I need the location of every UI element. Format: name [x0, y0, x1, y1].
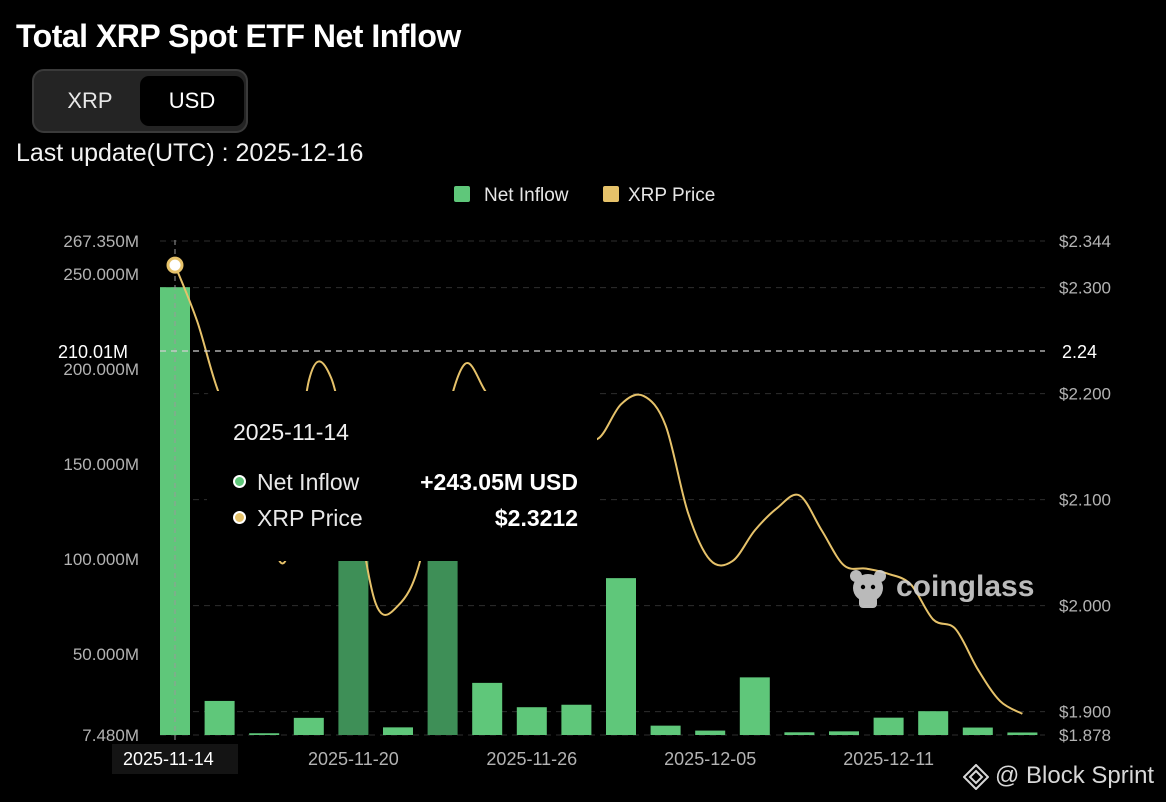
right-axis-tick-label: $2.300 [1059, 279, 1111, 298]
net-inflow-bar [249, 733, 280, 735]
net-inflow-bar [606, 578, 636, 735]
net-inflow-bar [427, 559, 458, 735]
net-inflow-bar [962, 727, 993, 735]
x-axis: 2025-11-20 2025-11-26 2025-12-05 2025-12-11 [308, 749, 934, 769]
right-axis-tick-label: $2.000 [1059, 597, 1111, 616]
crosshair-right-label-bg [1047, 339, 1117, 364]
toggle-xrp-button[interactable]: XRP [67, 88, 113, 113]
left-axis-tick-label: 150.000M [63, 455, 139, 474]
watermark-text: coinglass [896, 570, 1035, 603]
crosshair: 210.01M 2.24 2025-11-14 [48, 240, 1117, 774]
legend-xrp-price[interactable]: XRP Price [628, 185, 715, 206]
legend: Net Inflow XRP Price [454, 185, 715, 206]
crosshair-date-label-bg [112, 744, 238, 774]
page-title: Total XRP Spot ETF Net Inflow [16, 18, 461, 54]
net-inflow-bar [784, 732, 815, 735]
net-inflow-bar [873, 717, 904, 735]
left-axis-tick-label: 100.000M [63, 550, 139, 569]
left-axis: 267.350M 250.000M 200.000M 150.000M 100.000M… [63, 232, 139, 745]
xrp-price-dot-icon [233, 511, 246, 524]
net-inflow-bar [204, 700, 235, 735]
net-inflow-bar [472, 682, 503, 735]
tooltip-net-inflow-label: Net Inflow [257, 469, 360, 495]
legend-xrp-price-swatch[interactable] [603, 186, 619, 202]
crosshair-date-label: 2025-11-14 [123, 749, 214, 769]
crosshair-left-label: 210.01M [58, 342, 128, 362]
left-axis-tick-label: 50.000M [73, 645, 139, 664]
x-axis-tick-label: 2025-11-20 [308, 749, 399, 769]
left-axis-tick-label: 200.000M [63, 360, 139, 379]
last-update-text: Last update(UTC) : 2025-12-16 [16, 139, 364, 167]
diamond-logo-icon [963, 764, 989, 790]
net-inflow-bar [829, 731, 859, 735]
x-axis-tick-label: 2025-11-26 [486, 749, 577, 769]
net-inflow-bar [650, 725, 681, 735]
crosshair-left-label-bg [48, 339, 160, 364]
net-inflow-bar [695, 730, 726, 735]
net-inflow-bar [293, 717, 324, 735]
legend-net-inflow-swatch[interactable] [454, 186, 470, 202]
right-axis: $2.344 $2.300 $2.200 $2.100 $2.000 $1.900 $1.8… [1059, 232, 1111, 745]
x-axis-tick-label: 2025-12-05 [664, 749, 756, 769]
net-inflow-bar [561, 704, 592, 735]
tooltip-net-inflow-value: +243.05M USD [420, 469, 578, 495]
right-axis-tick-label: $2.100 [1059, 491, 1111, 510]
credit-text: @ Block Sprint [995, 762, 1155, 789]
watermark: coinglass [848, 568, 1034, 608]
right-axis-tick-label: $2.200 [1059, 385, 1111, 404]
right-axis-tick-label: $1.900 [1059, 703, 1111, 722]
net-inflow-bar [739, 677, 770, 735]
left-axis-tick-label: 7.480M [82, 726, 139, 745]
toggle-usd-button[interactable]: USD [140, 76, 244, 126]
tooltip-row-net-inflow: Net Inflow +243.05M USD [233, 469, 578, 499]
currency-toggle[interactable]: XRP USD [32, 69, 248, 133]
crosshair-right-label: 2.24 [1062, 342, 1097, 362]
right-axis-tick-label: $1.878 [1059, 726, 1111, 745]
tooltip: 2025-11-14 Net Inflow +243.05M USD XRP P… [207, 391, 597, 561]
net-inflow-bar [516, 707, 547, 735]
tooltip-date: 2025-11-14 [233, 419, 349, 445]
tooltip-row-xrp-price: XRP Price $2.3212 [233, 505, 578, 535]
x-axis-tick-label: 2025-12-11 [843, 749, 934, 769]
net-inflow-bar [338, 559, 369, 735]
xrp-price-marker [166, 256, 184, 274]
net-inflow-bar [1007, 732, 1038, 735]
right-axis-tick-label: $2.344 [1059, 232, 1111, 251]
bars [160, 287, 1038, 735]
net-inflow-bar [918, 711, 949, 735]
net-inflow-bar [383, 727, 413, 735]
left-axis-tick-label: 267.350M [63, 232, 139, 251]
coinglass-logo-icon [850, 570, 886, 608]
tooltip-xrp-price-value: $2.3212 [494, 505, 578, 531]
left-axis-tick-label: 250.000M [63, 265, 139, 284]
legend-net-inflow[interactable]: Net Inflow [484, 185, 569, 206]
tooltip-xrp-price-label: XRP Price [257, 505, 363, 531]
net-inflow-dot-icon [233, 475, 246, 488]
